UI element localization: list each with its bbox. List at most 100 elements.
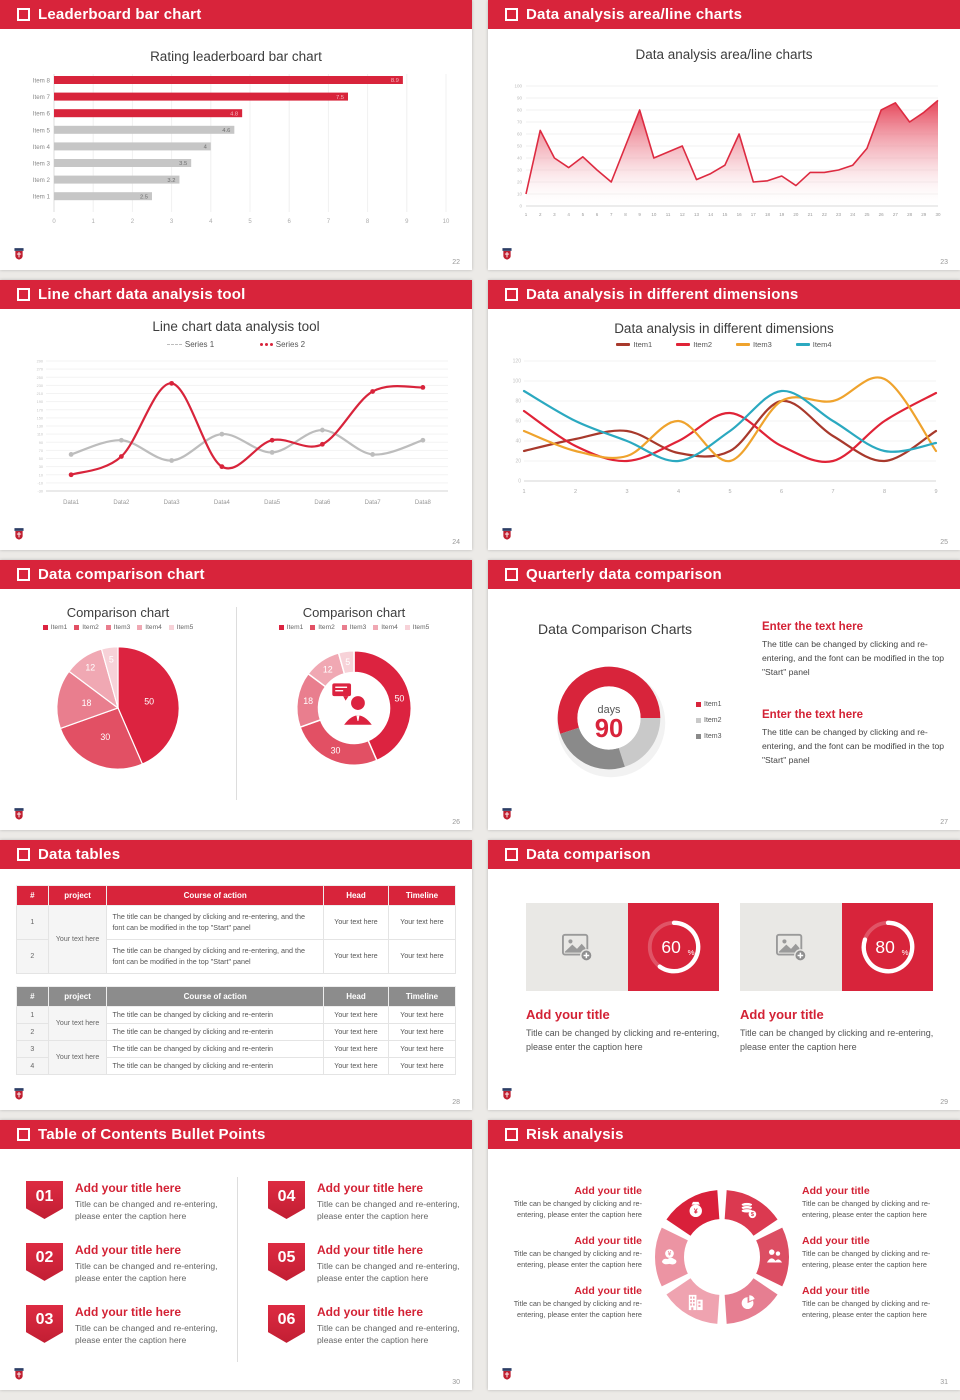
svg-text:190: 190 (37, 400, 43, 404)
legend-swatch (278, 625, 284, 630)
svg-text:120: 120 (513, 359, 522, 365)
page-number: 31 (940, 1379, 948, 1386)
svg-text:5: 5 (109, 654, 114, 664)
comparison-card: 80% Add your title Title can be changed … (740, 903, 940, 1055)
slide-header: Data comparison chart (0, 560, 472, 589)
svg-text:3: 3 (170, 219, 174, 225)
card-caption: Title can be changed by clicking and re-… (740, 1028, 934, 1052)
risk-text-block: Add your title Title can be changed by cl… (494, 1235, 642, 1270)
svg-text:7: 7 (610, 212, 613, 217)
slide-leaderboard-bar-chart[interactable]: Leaderboard bar chart Rating leaderboard… (0, 0, 472, 270)
legend-swatch (74, 625, 80, 630)
slide-different-dimensions[interactable]: Data analysis in different dimensions Da… (488, 280, 960, 550)
svg-text:Item 3: Item 3 (33, 161, 51, 168)
legend-swatch (168, 625, 174, 630)
legend-item: Item2 (310, 624, 335, 631)
toc-item-title: Add your title here (75, 1304, 182, 1319)
legend-item: Item1 (42, 624, 67, 631)
comparison-card: 60% Add your title Title can be changed … (526, 903, 726, 1055)
svg-text:100: 100 (514, 84, 522, 89)
svg-text:90: 90 (595, 715, 624, 743)
text-block-body: The title can be changed by clicking and… (762, 727, 945, 765)
checkbox-icon (505, 848, 518, 861)
slide-risk-analysis[interactable]: Risk analysis Add your title Title can be… (488, 1120, 960, 1390)
slide-area-line-charts[interactable]: Data analysis area/line charts Data anal… (488, 0, 960, 270)
svg-text:Data8: Data8 (415, 500, 432, 506)
svg-text:25: 25 (864, 212, 870, 217)
legend-swatch (166, 344, 182, 345)
svg-text:14: 14 (708, 212, 714, 217)
legend-swatch (616, 343, 631, 346)
image-placeholder-icon (776, 933, 807, 962)
slide-header-title: Table of Contents Bullet Points (38, 1126, 266, 1143)
svg-text:50: 50 (394, 694, 404, 704)
toc-item-title: Add your title here (75, 1181, 182, 1195)
slide-data-comparison-chart[interactable]: Data comparison chart Comparison chart I… (0, 560, 472, 830)
building-icon (688, 1294, 703, 1311)
legend-label: Item4 (381, 624, 398, 631)
slide-toc-bullet-points[interactable]: Table of Contents Bullet Points 01 Add yo… (0, 1120, 472, 1390)
svg-text:27: 27 (893, 212, 899, 217)
svg-text:6: 6 (288, 219, 292, 225)
legend-item: Item5 (168, 624, 193, 631)
checkbox-icon (505, 1128, 518, 1141)
svg-text:12: 12 (323, 665, 333, 675)
svg-text:5: 5 (728, 489, 731, 495)
donut-chart-panel: Comparison chart Item1 Item2 Item3 Item4 Ite… (236, 589, 472, 830)
svg-text:7: 7 (327, 219, 331, 225)
text-block-heading: Enter the text here (762, 621, 863, 633)
slide-line-chart-tool[interactable]: Line chart data analysis tool Line chart… (0, 280, 472, 550)
svg-text:80: 80 (515, 399, 521, 405)
svg-text:1: 1 (525, 212, 528, 217)
chart-legend: Item1 Item2 Item3 Item4 Item5 (42, 624, 193, 631)
slide-header: Line chart data analysis tool (0, 280, 472, 309)
slide-data-comparison[interactable]: Data comparison 60% Add your title Title… (488, 840, 960, 1110)
pie-chart-icon (741, 1295, 755, 1310)
text-block: Enter the text here The title can be cha… (762, 709, 946, 767)
university-logo-icon (14, 808, 24, 826)
svg-text:23: 23 (836, 212, 842, 217)
chart-title: Data analysis area/line charts (635, 47, 813, 62)
slide-quarterly-data-comparison[interactable]: Quarterly data comparison Data Compariso… (488, 560, 960, 830)
table-header-cell: Timeline (387, 986, 457, 1007)
svg-text:18: 18 (303, 696, 313, 706)
svg-text:5: 5 (345, 657, 350, 667)
image-placeholder-box (740, 903, 842, 991)
toc-column-right: 04 Add your title here Title can be change… (268, 1181, 468, 1367)
toc-item: 06 Add your title here Title can be change… (268, 1304, 468, 1347)
legend-swatch (676, 343, 691, 346)
table-header-cell: Course of action (106, 885, 324, 906)
svg-text:22: 22 (822, 212, 828, 217)
legend-item: Series 2 (260, 340, 305, 349)
svg-text:250: 250 (37, 376, 43, 380)
toc-item-caption: Title can be changed and re-entering, pl… (317, 1322, 460, 1346)
checkbox-icon (505, 8, 518, 21)
svg-text:30: 30 (100, 732, 110, 742)
svg-text:4: 4 (204, 145, 208, 151)
svg-text:19: 19 (779, 212, 785, 217)
svg-text:2: 2 (539, 212, 542, 217)
svg-text:2: 2 (574, 489, 577, 495)
svg-text:12: 12 (680, 212, 686, 217)
svg-text:0: 0 (518, 479, 521, 485)
svg-text:2.5: 2.5 (140, 194, 148, 200)
university-logo-icon (502, 248, 512, 266)
svg-text:6: 6 (780, 489, 783, 495)
svg-text:1: 1 (92, 219, 96, 225)
checkbox-icon (17, 8, 30, 21)
legend-swatch (696, 702, 701, 707)
slide-data-tables[interactable]: Data tables # project Course of action Head… (0, 840, 472, 1110)
presenter-icon (332, 683, 372, 725)
svg-text:130: 130 (37, 425, 43, 429)
risk-block-title: Add your title (802, 1185, 870, 1197)
card-title: Add your title (526, 1007, 610, 1022)
divider (237, 1177, 238, 1362)
legend-label: Item5 (412, 624, 430, 631)
slide-header: Leaderboard bar chart (0, 0, 472, 29)
svg-text:days: days (598, 704, 621, 716)
svg-text:-30: -30 (38, 490, 44, 494)
risk-block-caption: Title can be changed by clicking and re-… (513, 1199, 642, 1219)
legend-swatch (404, 625, 410, 630)
